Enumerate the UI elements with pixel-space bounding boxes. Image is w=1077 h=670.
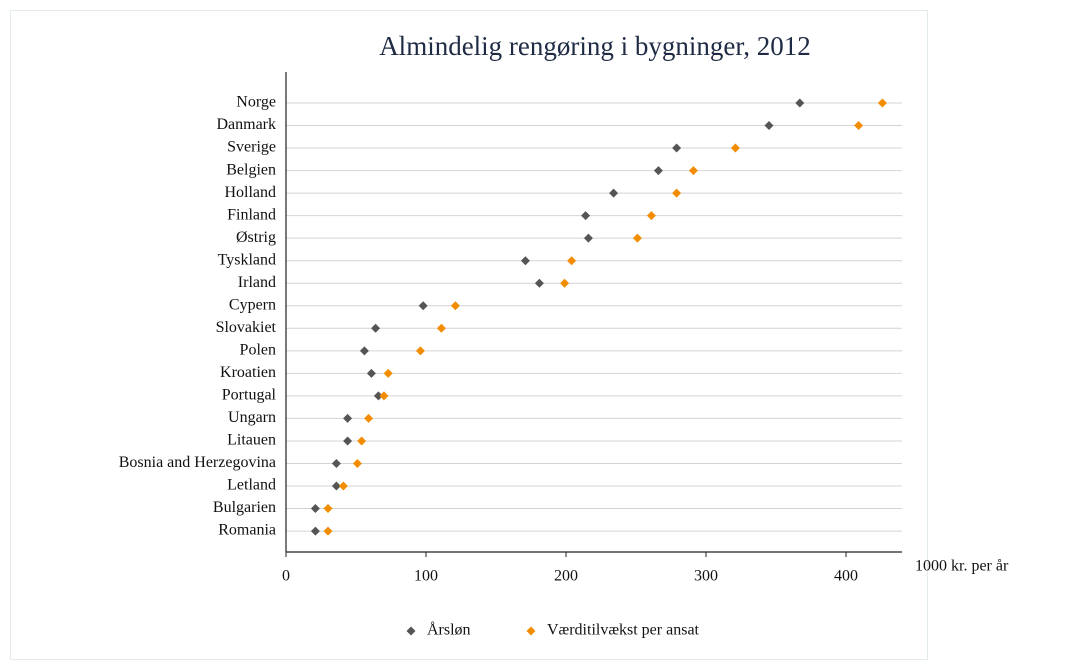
y-tick-label: Danmark (216, 116, 276, 133)
dot (371, 323, 381, 333)
dot (450, 301, 460, 311)
y-tick-label: Cypern (229, 296, 276, 313)
dot (343, 413, 353, 423)
y-tick-label: Slovakiet (216, 319, 277, 336)
legend-marker (406, 626, 416, 636)
x-axis-label: 1000 kr. per år (915, 558, 1009, 575)
y-tick-label: Romania (218, 522, 276, 539)
dot (352, 458, 362, 468)
panel-border (10, 10, 928, 660)
y-tick-label: Bosnia and Herzegovina (119, 454, 276, 471)
dot (653, 166, 663, 176)
legend-marker (526, 626, 536, 636)
dot (672, 143, 682, 153)
y-tick-label: Ungarn (228, 409, 276, 426)
y-tick-label: Kroatien (220, 364, 276, 381)
dot (373, 391, 383, 401)
dot (379, 391, 389, 401)
y-tick-label: Norge (236, 94, 276, 111)
y-tick-label: Portugal (222, 387, 277, 404)
dot (520, 256, 530, 266)
y-tick-label: Bulgarien (213, 499, 276, 516)
dot (609, 188, 619, 198)
y-tick-label: Belgien (226, 161, 276, 178)
dot (357, 436, 367, 446)
dot (632, 233, 642, 243)
x-tick-label: 200 (554, 568, 578, 585)
dot (672, 188, 682, 198)
y-tick-label: Letland (227, 477, 276, 494)
x-tick-label: 100 (414, 568, 438, 585)
x-tick-label: 400 (834, 568, 858, 585)
dot (323, 504, 333, 514)
legend-label: Værditilvækst per ansat (547, 622, 700, 639)
y-tick-label: Østrig (236, 229, 276, 246)
dot (854, 121, 864, 131)
dot (764, 121, 774, 131)
dot (877, 98, 887, 108)
legend-label: Årsløn (427, 621, 471, 639)
dot (310, 504, 320, 514)
dot (688, 166, 698, 176)
dot (534, 278, 544, 288)
dot (366, 368, 376, 378)
y-tick-label: Litauen (227, 432, 276, 449)
dot (323, 526, 333, 536)
y-tick-label: Sverige (227, 139, 276, 156)
dot (331, 458, 341, 468)
dot (331, 481, 341, 491)
y-tick-label: Tyskland (218, 251, 276, 268)
chart-title: Almindelig rengøring i bygninger, 2012 (379, 31, 811, 61)
dot (567, 256, 577, 266)
dot (359, 346, 369, 356)
dot (583, 233, 593, 243)
dot (795, 98, 805, 108)
y-tick-label: Holland (224, 184, 276, 201)
dot (646, 211, 656, 221)
dot (364, 413, 374, 423)
dot (581, 211, 591, 221)
x-tick-label: 0 (282, 568, 290, 585)
dot (310, 526, 320, 536)
dot (415, 346, 425, 356)
dot (343, 436, 353, 446)
dot (436, 323, 446, 333)
dot (383, 368, 393, 378)
y-tick-label: Polen (240, 342, 276, 359)
dot (418, 301, 428, 311)
x-tick-label: 300 (694, 568, 718, 585)
y-tick-label: Finland (227, 206, 276, 223)
dot (730, 143, 740, 153)
dot (338, 481, 348, 491)
dot (560, 278, 570, 288)
y-tick-label: Irland (238, 274, 276, 291)
